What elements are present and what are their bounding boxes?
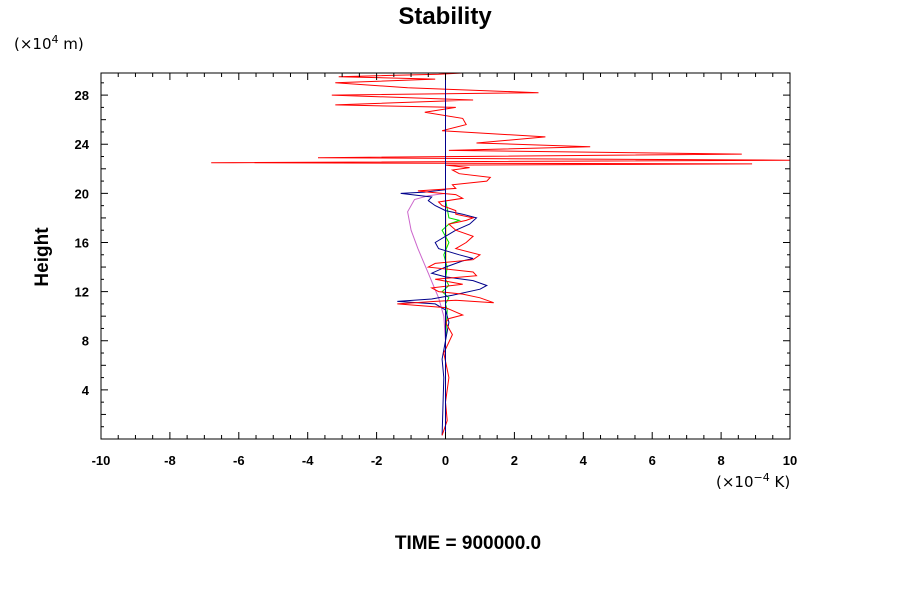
x-tick-label: 4: [580, 453, 588, 468]
series-lines: [211, 73, 790, 436]
x-unit-prefix: (×10: [716, 473, 754, 491]
y-unit-exponent: 4: [52, 33, 59, 46]
series-line-5: [211, 73, 790, 436]
x-tick-label: -10: [92, 453, 111, 468]
series-line-3: [441, 193, 462, 436]
y-tick-label: 4: [82, 383, 90, 398]
x-tick-label: 10: [783, 453, 797, 468]
y-unit-suffix: m): [59, 35, 84, 53]
y-tick-label: 16: [75, 235, 89, 250]
x-tick-label: -8: [164, 453, 176, 468]
y-tick-label: 20: [75, 186, 89, 201]
x-tick-label: 8: [717, 453, 724, 468]
x-tick-label: -6: [233, 453, 245, 468]
x-unit-suffix: K): [770, 473, 790, 491]
y-tick-label: 28: [75, 88, 89, 103]
y-unit-prefix: (×10: [14, 35, 52, 53]
time-label: TIME = 900000.0: [395, 533, 541, 554]
x-tick-label: 0: [442, 453, 449, 468]
chart-title: Stability: [398, 3, 492, 30]
x-unit-exponent: −4: [754, 471, 770, 484]
x-tick-label: -4: [302, 453, 314, 468]
x-tick-label: 6: [649, 453, 656, 468]
y-tick-label: 24: [75, 137, 90, 152]
x-tick-label: 2: [511, 453, 518, 468]
y-unit-label: (×104 m): [14, 33, 84, 53]
x-tick-label: -2: [371, 453, 383, 468]
series-line-4: [397, 73, 489, 436]
x-axis-ticks: -10 -8 -6 -4 -2 0 2 4 6 8 10: [92, 73, 797, 468]
x-unit-label: (×10−4 K): [716, 471, 790, 491]
y-axis-ticks: 4 8 12 16 20 24 28: [75, 82, 790, 428]
y-axis-label: Height: [32, 227, 53, 287]
y-tick-label: 12: [75, 285, 89, 300]
y-tick-label: 8: [82, 334, 89, 349]
series-line-1: [407, 192, 446, 436]
